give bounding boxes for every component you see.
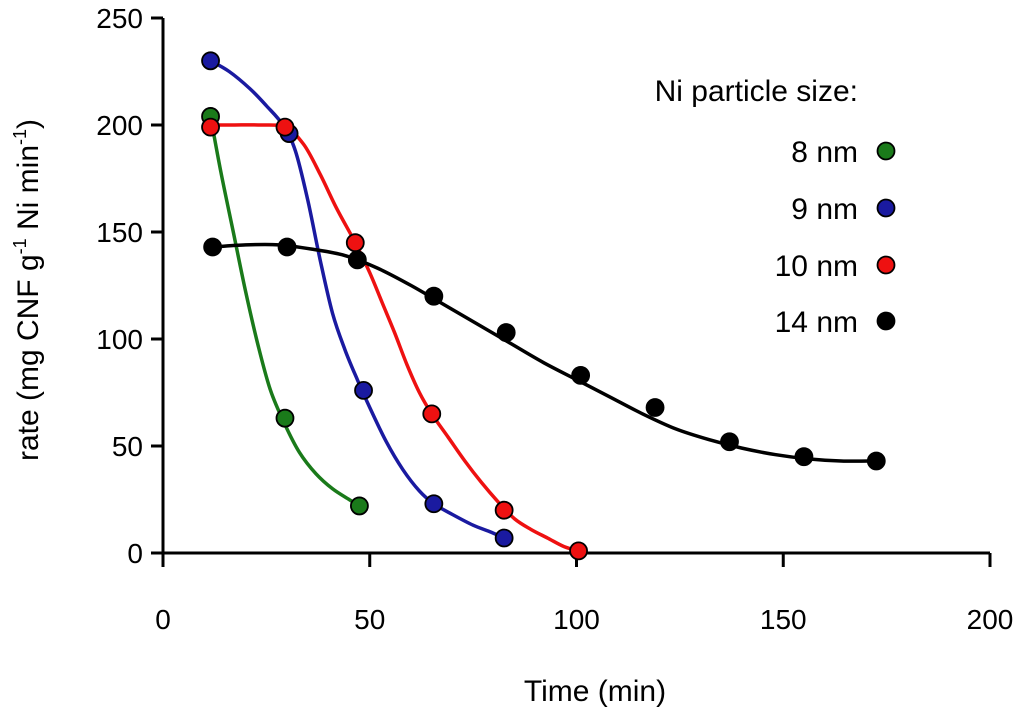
legend-label: 8 nm [791, 136, 858, 169]
data-point [201, 117, 220, 137]
legend: Ni particle size: 8 nm 9 nm 10 nm 14 nm [655, 75, 896, 339]
legend-title: Ni particle size: [655, 75, 858, 108]
y-tick-label: 200 [96, 110, 143, 141]
series-line-9nm [209, 59, 505, 540]
data-point [350, 496, 369, 516]
y-ticks: 0 50 100 150 200 250 [96, 3, 163, 569]
data-points [201, 51, 886, 561]
legend-label: 14 nm [775, 306, 858, 339]
data-point [354, 380, 373, 400]
data-point [569, 541, 588, 561]
x-tick-label: 150 [760, 604, 807, 635]
data-point [494, 528, 514, 548]
y-axis-title-superscript: -1 [10, 238, 30, 254]
x-axis-title: Time (min) [524, 675, 666, 708]
data-point [347, 250, 367, 270]
legend-marker [876, 255, 896, 275]
data-point [277, 237, 297, 257]
legend-marker [876, 141, 896, 161]
data-point [424, 494, 444, 514]
y-tick-label: 50 [112, 431, 143, 462]
data-point [345, 233, 365, 253]
data-point [422, 404, 442, 424]
x-tick-label: 50 [354, 604, 385, 635]
x-tick-label: 0 [155, 604, 171, 635]
x-tick-label: 200 [967, 604, 1014, 635]
y-tick-label: 250 [96, 3, 143, 34]
legend-label: 9 nm [791, 193, 858, 226]
data-point [866, 451, 886, 471]
x-ticks: 0 50 100 150 200 [155, 553, 1013, 635]
y-axis-title-superscript: -1 [10, 129, 30, 145]
legend-marker [876, 198, 896, 218]
series-line-10nm [210, 123, 580, 553]
data-point [494, 500, 514, 520]
y-tick-label: 0 [127, 538, 143, 569]
legend-marker [876, 311, 896, 331]
data-point [424, 286, 444, 306]
series-line-14nm [212, 242, 877, 463]
series-line-8nm [208, 116, 361, 508]
data-point [275, 408, 295, 428]
data-point [645, 398, 665, 417]
data-point [794, 447, 814, 467]
legend-label: 10 nm [775, 250, 858, 283]
data-point [203, 237, 223, 257]
y-tick-label: 150 [96, 217, 143, 248]
y-axis-title-part: rate (mg CNF g [12, 254, 45, 461]
data-point [201, 51, 220, 71]
data-point [720, 432, 739, 452]
data-point [571, 365, 591, 385]
data-point [275, 117, 295, 137]
series-curves [208, 59, 877, 553]
y-axis-title: rate (mg CNF g-1 Ni min-1) [10, 119, 45, 461]
y-axis-title-part: Ni min [12, 145, 45, 238]
data-point [496, 323, 516, 342]
y-tick-label: 100 [96, 324, 143, 355]
x-tick-label: 100 [553, 604, 600, 635]
y-axis-title-part: ) [12, 119, 45, 129]
